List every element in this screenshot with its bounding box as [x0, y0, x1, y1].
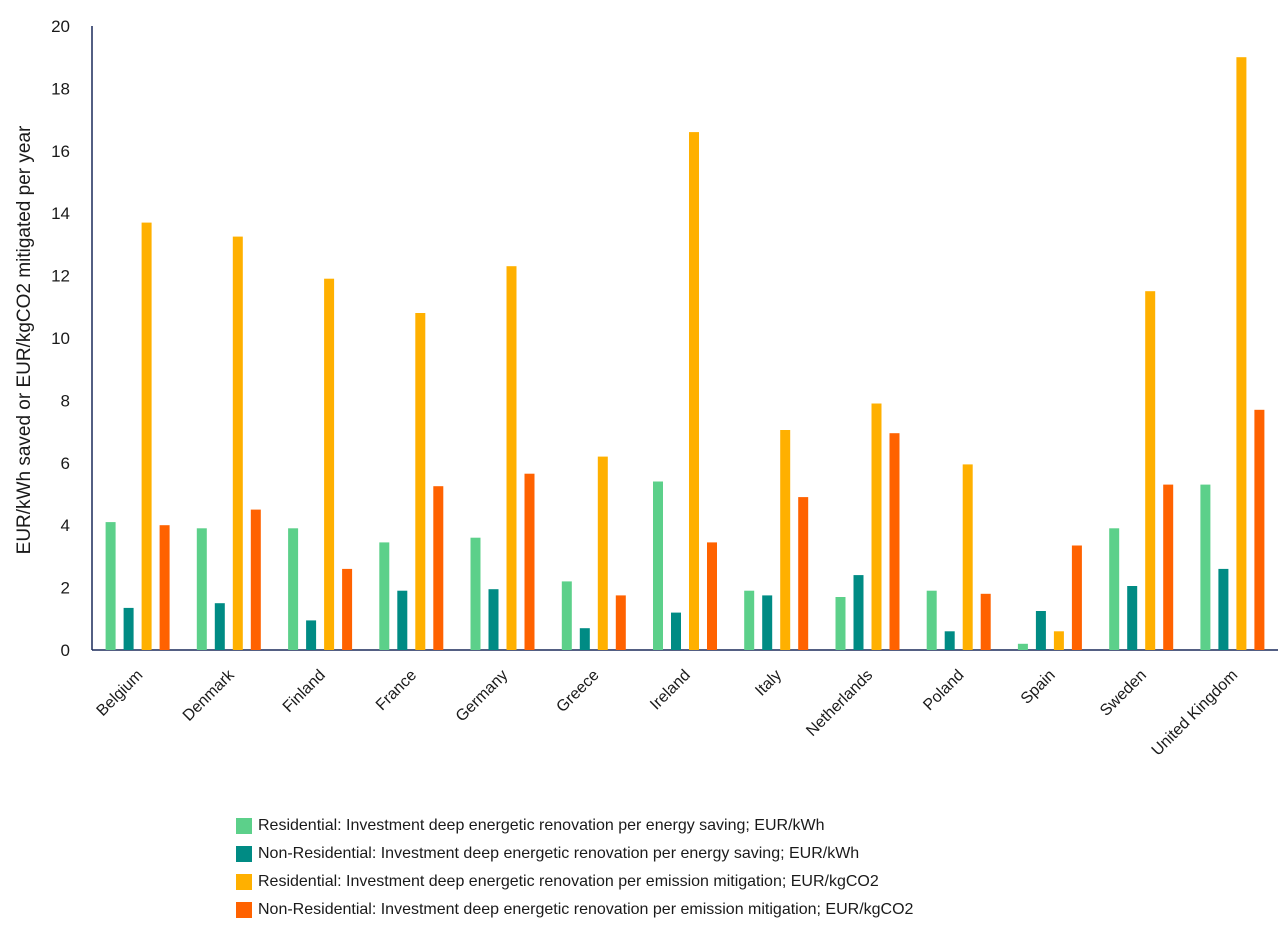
y-tick-label: 0: [61, 641, 70, 660]
y-axis-title-group: EUR/kWh saved or EUR/kgCO2 mitigated per…: [14, 125, 35, 554]
legend-swatch: [236, 902, 252, 918]
legend-label: Non-Residential: Investment deep energet…: [258, 901, 914, 918]
legend: Residential: Investment deep energetic r…: [236, 812, 1136, 924]
y-tick-label: 2: [61, 579, 70, 598]
legend-item: Non-Residential: Investment deep energet…: [236, 840, 1136, 868]
y-tick-label: 6: [61, 454, 70, 473]
bar-series4-sweden: [1163, 484, 1174, 650]
bar-series2-sweden: [1127, 586, 1138, 650]
bar-series1-finland: [288, 528, 299, 650]
bar-series1-sweden: [1109, 528, 1120, 650]
bar-series4-poland: [980, 593, 991, 650]
bar-series1-spain: [1017, 643, 1028, 650]
category-label: Sweden: [1097, 667, 1150, 720]
legend-swatch: [236, 874, 252, 890]
bar-series4-denmark: [250, 509, 261, 650]
legend-swatch: [236, 846, 252, 862]
bar-series4-united-kingdom: [1254, 409, 1265, 650]
bar-series4-ireland: [707, 542, 717, 650]
bar-series3-netherlands: [871, 403, 882, 650]
bar-series2-united-kingdom: [1218, 568, 1229, 650]
bar-series1-italy: [744, 590, 755, 650]
bar-series4-germany: [524, 473, 535, 650]
category-label: Spain: [1018, 667, 1059, 708]
bar-series4-netherlands: [889, 433, 900, 650]
legend-label: Non-Residential: Investment deep energet…: [258, 845, 860, 862]
bar-chart: EUR/kWh saved or EUR/kgCO2 mitigated per…: [14, 17, 1278, 759]
y-tick-label: 12: [51, 267, 70, 286]
bar-series3-belgium: [141, 222, 152, 650]
bar-series3-poland: [962, 464, 973, 650]
bar-series2-netherlands: [853, 575, 864, 650]
bar-series2-italy: [762, 595, 773, 650]
y-tick-label: 4: [61, 516, 70, 535]
bar-series2-belgium: [123, 607, 134, 650]
y-tick-label: 16: [51, 142, 70, 161]
bar-series4-greece: [615, 595, 626, 650]
y-tick-label: 14: [51, 204, 70, 223]
bar-series1-france: [379, 542, 390, 650]
y-tick-labels: 0 2 4 6 8 10 12 14 16 18 20: [51, 17, 70, 660]
bar-series1-denmark: [196, 528, 207, 650]
category-label: Denmark: [180, 666, 239, 725]
bar-series3-denmark: [232, 236, 243, 650]
bar-series1-netherlands: [835, 597, 846, 650]
bar-series2-greece: [579, 628, 590, 650]
bar-series4-spain: [1071, 545, 1082, 650]
legend-item: Non-Residential: Investment deep energet…: [236, 896, 1136, 924]
bar-series3-ireland: [689, 132, 699, 651]
legend-swatch: [236, 818, 252, 834]
category-label: United Kingdom: [1149, 667, 1242, 760]
y-axis-title: EUR/kWh saved or EUR/kgCO2 mitigated per…: [14, 125, 35, 554]
bar-series4-finland: [342, 568, 353, 650]
bars: [105, 57, 1265, 651]
bar-series3-sweden: [1145, 291, 1156, 650]
bar-series4-italy: [798, 497, 809, 650]
y-tick-label: 18: [51, 79, 70, 98]
bar-series1-ireland: [653, 481, 663, 650]
bar-series3-italy: [780, 430, 791, 650]
legend-item: Residential: Investment deep energetic r…: [236, 812, 1136, 840]
bar-series1-poland: [926, 590, 937, 650]
bar-series1-belgium: [105, 522, 116, 650]
legend-label: Residential: Investment deep energetic r…: [258, 817, 825, 834]
y-tick-label: 10: [51, 329, 70, 348]
bar-series3-spain: [1053, 631, 1064, 650]
bar-series3-greece: [597, 456, 608, 650]
bar-series2-denmark: [214, 603, 225, 650]
bar-series1-united-kingdom: [1200, 484, 1211, 650]
bar-series3-germany: [506, 266, 517, 650]
bar-series2-ireland: [671, 612, 681, 650]
category-label: Italy: [752, 667, 785, 700]
bar-series2-france: [397, 590, 408, 650]
y-tick-label: 20: [51, 17, 70, 36]
bar-series2-finland: [306, 620, 317, 650]
legend-label: Residential: Investment deep energetic r…: [258, 873, 879, 890]
category-label: France: [373, 667, 420, 714]
bar-series1-greece: [561, 581, 572, 650]
bar-series2-poland: [944, 631, 955, 650]
category-label: Netherlands: [803, 667, 876, 740]
category-labels: Belgium Denmark Finland France Germany Greece…: [94, 666, 1242, 759]
bar-series2-spain: [1035, 611, 1046, 650]
bar-series2-germany: [488, 589, 499, 650]
bar-series1-germany: [470, 537, 481, 650]
y-tick-label: 8: [61, 391, 70, 410]
category-label: Poland: [920, 667, 967, 714]
category-label: Finland: [280, 667, 329, 716]
bar-series3-finland: [324, 278, 335, 650]
legend-item: Residential: Investment deep energetic r…: [236, 868, 1136, 896]
category-label: Belgium: [94, 667, 147, 720]
category-label: Ireland: [647, 667, 694, 714]
bar-series4-france: [433, 486, 444, 650]
category-label: Germany: [453, 667, 512, 726]
bar-series4-belgium: [159, 525, 170, 650]
bar-series3-united-kingdom: [1236, 57, 1247, 650]
category-label: Greece: [553, 667, 602, 716]
bar-series3-france: [415, 313, 426, 650]
